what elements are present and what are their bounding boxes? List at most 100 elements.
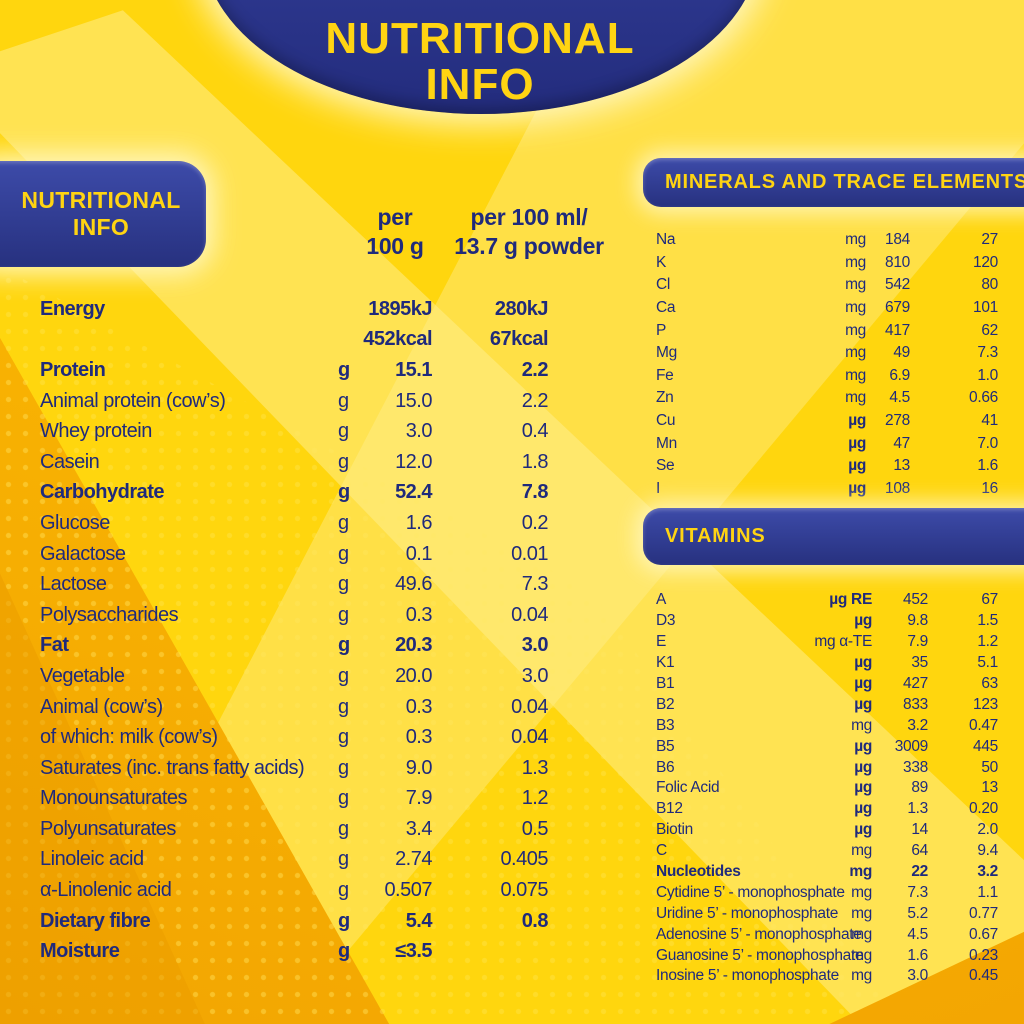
- row-value-per-100ml: 2.2: [521, 389, 549, 412]
- row-value-per-100g: 452: [903, 591, 928, 609]
- row-value-per-100g: 35: [911, 654, 928, 672]
- table-row: Lactose g 49.6 7.3: [40, 569, 549, 600]
- table-row: Cl mg 542 80: [656, 274, 998, 297]
- row-value-per-100g: 1.6: [907, 946, 928, 964]
- row-unit: mg: [851, 967, 872, 985]
- row-label: Casein: [40, 450, 100, 473]
- row-unit: µg: [854, 779, 872, 797]
- row-value-per-100g: 278: [885, 412, 910, 430]
- row-value-per-100ml: 63: [981, 675, 998, 692]
- table-row: Protein g 15.1 2.2: [40, 355, 549, 386]
- minerals-title: MINERALS AND TRACE ELEMENTS: [665, 171, 1024, 193]
- row-unit: g: [338, 879, 349, 902]
- row-label: Animal protein (cow’s): [40, 389, 226, 412]
- row-label: B3: [656, 716, 675, 734]
- table-row: Mn µg 47 7.0: [656, 432, 998, 455]
- row-label: B12: [656, 800, 683, 818]
- row-value-per-100g: 679: [885, 299, 910, 317]
- row-unit: g: [338, 817, 349, 840]
- row-value-per-100ml: 0.77: [969, 904, 998, 922]
- row-unit: µg: [854, 758, 872, 776]
- table-row: E mg α-TE 7.9 1.2: [656, 632, 998, 653]
- row-value-per-100g: 0.507: [384, 879, 432, 902]
- column-header-per-100g: per 100 g: [340, 203, 450, 261]
- minerals-banner: MINERALS AND TRACE ELEMENTS: [643, 158, 1024, 207]
- vitamins-banner: VITAMINS: [643, 508, 1024, 565]
- row-unit: g: [338, 481, 350, 504]
- row-value-per-100g: 0.3: [405, 603, 433, 626]
- row-value-per-100g: 427: [903, 675, 928, 692]
- row-value-per-100g: 15.1: [395, 358, 432, 381]
- row-unit: g: [338, 756, 349, 779]
- row-value-per-100ml: 280kJ: [494, 297, 549, 320]
- row-value-per-100ml: 0.5: [521, 817, 549, 840]
- row-label: Se: [656, 457, 675, 475]
- table-row: K mg 810 120: [656, 252, 998, 275]
- row-label: Mn: [656, 434, 677, 452]
- row-unit: mg: [845, 321, 866, 339]
- row-label: Animal (cow’s): [40, 695, 163, 718]
- table-row: Nucleotides mg 22 3.2: [656, 862, 998, 883]
- row-value-per-100ml: 1.6: [977, 457, 998, 475]
- row-label: C: [656, 842, 667, 860]
- row-unit: g: [338, 358, 350, 381]
- row-value-per-100ml: 0.45: [969, 967, 998, 985]
- table-row: Polyunsaturates g 3.4 0.5: [40, 814, 549, 845]
- row-value-per-100ml: 3.2: [977, 863, 998, 881]
- row-unit: mg: [851, 716, 872, 734]
- table-row: Energy 1895kJ 280kJ: [40, 294, 549, 325]
- row-value-per-100g: 0.1: [405, 542, 433, 565]
- vitamins-table: A µg RE 452 67 D3 µg 9.8 1.5 E mg α-TE 7…: [656, 590, 998, 987]
- row-label: Folic Acid: [656, 779, 720, 797]
- table-row: Cu µg 278 41: [656, 410, 998, 433]
- row-unit: µg: [848, 412, 866, 430]
- page-title-line1: NUTRITIONAL: [325, 14, 635, 63]
- row-value-per-100g: 9.0: [405, 756, 433, 779]
- row-value-per-100ml: 2.2: [521, 358, 549, 381]
- row-value-per-100g: 49.6: [395, 573, 432, 596]
- row-label: P: [656, 321, 667, 339]
- row-value-per-100ml: 50: [981, 758, 998, 776]
- row-unit: g: [338, 389, 349, 412]
- row-label: Monounsaturates: [40, 787, 188, 810]
- row-value-per-100ml: 67kcal: [489, 328, 549, 351]
- row-label: Carbohydrate: [40, 481, 165, 504]
- row-unit: µg: [854, 821, 872, 839]
- table-row: A µg RE 452 67: [656, 590, 998, 611]
- row-value-per-100g: 1.3: [907, 800, 928, 818]
- row-label: Lactose: [40, 573, 107, 596]
- row-label: Dietary fibre: [40, 909, 151, 932]
- row-value-per-100g: 3009: [894, 737, 929, 755]
- row-label: α-Linolenic acid: [40, 879, 172, 902]
- row-label: Polysaccharides: [40, 603, 179, 626]
- row-value-per-100g: 184: [885, 231, 910, 249]
- row-value-per-100ml: 445: [973, 737, 998, 755]
- row-value-per-100g: 14: [911, 821, 928, 839]
- row-value-per-100g: 47: [893, 434, 910, 452]
- row-value-per-100ml: 7.3: [521, 573, 549, 596]
- row-label: Na: [656, 231, 676, 249]
- row-label: Adenosine 5’ - monophosphate: [656, 925, 862, 943]
- row-unit: g: [338, 940, 350, 963]
- row-value-per-100ml: 7.8: [521, 481, 549, 504]
- table-row: α-Linolenic acid g 0.507 0.075: [40, 875, 549, 906]
- row-label: D3: [656, 612, 676, 630]
- row-label: Nucleotides: [656, 863, 741, 881]
- row-unit: µg: [848, 457, 866, 475]
- row-value-per-100g: 9.8: [907, 612, 928, 630]
- row-label: Moisture: [40, 940, 120, 963]
- row-unit: mg α-TE: [814, 633, 872, 651]
- table-row: Whey protein g 3.0 0.4: [40, 416, 549, 447]
- vitamins-title: VITAMINS: [665, 525, 766, 547]
- minerals-table: Na mg 184 27 K mg 810 120 Cl mg 542 80 C…: [656, 229, 998, 500]
- row-value-per-100ml: 62: [981, 321, 998, 339]
- row-unit: µg: [848, 434, 866, 452]
- row-value-per-100g: 833: [903, 695, 928, 713]
- row-value-per-100ml: 0.04: [511, 726, 548, 749]
- row-value-per-100g: 20.0: [395, 664, 432, 687]
- row-value-per-100g: 22: [911, 863, 928, 881]
- row-value-per-100ml: 3.0: [521, 634, 549, 657]
- table-row: Vegetable g 20.0 3.0: [40, 661, 549, 692]
- row-unit: g: [338, 695, 349, 718]
- row-label: Cu: [656, 412, 676, 430]
